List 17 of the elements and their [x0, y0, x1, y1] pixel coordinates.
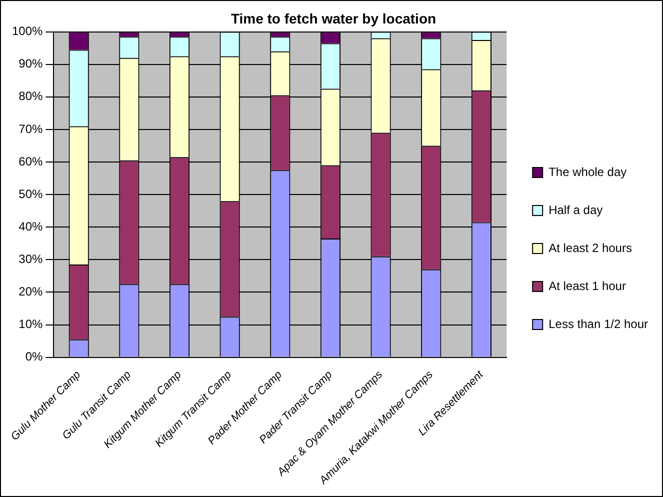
y-tick-label: 100%	[12, 24, 44, 38]
y-tick-label: 80%	[18, 89, 44, 104]
chart-title: Time to fetch water by location	[230, 10, 436, 26]
legend-label: Half a day	[548, 202, 603, 217]
y-tick-label: 40%	[18, 219, 44, 234]
legend-label: Less than 1/2 hour	[548, 316, 648, 331]
y-tick-label: 60%	[18, 154, 44, 168]
legend-label: At least 1 hour	[548, 278, 626, 293]
y-tick-label: 90%	[18, 56, 44, 71]
legend-label: The whole day	[548, 164, 627, 179]
y-tick-label: 70%	[18, 122, 44, 136]
y-tick-label: 30%	[18, 252, 44, 266]
y-tick-label: 50%	[18, 186, 44, 201]
y-tick-label: 20%	[18, 284, 44, 299]
y-tick-label: 10%	[18, 317, 44, 332]
legend-label: At least 2 hours	[548, 240, 632, 255]
y-tick-label: 0%	[25, 350, 44, 364]
